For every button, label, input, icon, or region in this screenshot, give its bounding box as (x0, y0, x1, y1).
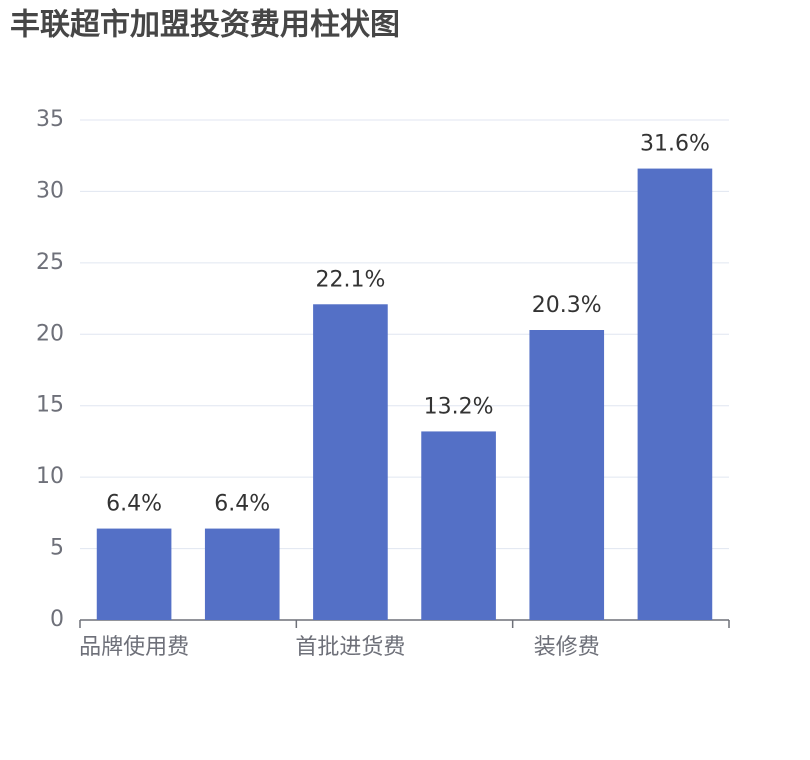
x-tick-label: 首批进货费 (295, 635, 405, 660)
bar (96, 528, 172, 620)
data-label: 31.6% (640, 132, 710, 157)
data-label: 20.3% (532, 293, 602, 318)
bar (204, 528, 280, 620)
y-tick-label: 15 (36, 393, 64, 418)
bar (313, 304, 388, 620)
bar (421, 431, 496, 620)
data-label: 13.2% (424, 394, 494, 419)
chart-title: 丰联超市加盟投资费用柱状图 (10, 8, 400, 43)
x-tick-label: 装修费 (534, 635, 600, 660)
y-tick-label: 25 (36, 250, 64, 275)
bar (637, 168, 713, 621)
y-tick-label: 20 (36, 321, 64, 346)
y-tick-label: 5 (50, 536, 64, 561)
y-tick-label: 10 (36, 464, 64, 489)
y-tick-label: 35 (36, 107, 64, 132)
data-label: 6.4% (214, 492, 270, 517)
y-tick-label: 0 (50, 607, 64, 632)
data-label: 6.4% (106, 492, 162, 517)
y-tick-label: 30 (36, 178, 64, 203)
bar (529, 330, 605, 620)
data-label: 22.1% (315, 267, 385, 292)
x-tick-label: 品牌使用费 (79, 635, 189, 660)
